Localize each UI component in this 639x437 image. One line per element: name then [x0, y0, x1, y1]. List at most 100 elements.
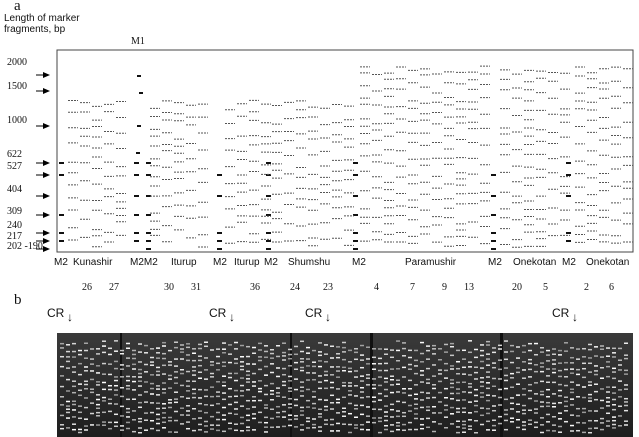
gel-band — [444, 409, 448, 411]
gel-band — [276, 387, 280, 389]
gel-band — [162, 364, 166, 367]
gel-band — [450, 354, 454, 357]
gel-band — [96, 415, 100, 417]
gel-band — [312, 372, 316, 374]
gel-band — [300, 414, 304, 416]
gel-band — [378, 408, 382, 411]
gel-band — [558, 431, 562, 433]
gel-band — [258, 380, 262, 382]
gel-band — [186, 414, 190, 416]
gel-band — [564, 368, 568, 371]
gel-band — [498, 422, 502, 425]
gel-band — [216, 418, 220, 421]
gel-band — [168, 374, 172, 377]
gel-band — [516, 357, 520, 359]
gel-band — [114, 340, 118, 342]
gel-band — [270, 417, 274, 420]
gel-band — [522, 428, 526, 431]
gel-band — [120, 364, 124, 366]
gel-band — [516, 346, 520, 348]
gel-band — [96, 424, 100, 426]
gel-band — [588, 381, 592, 383]
gel-band — [318, 426, 322, 428]
gel-band — [606, 347, 610, 349]
gel-band — [126, 379, 130, 382]
gel-band — [84, 418, 88, 420]
gel-band — [234, 348, 238, 350]
gel-band — [222, 352, 226, 354]
gel-band — [138, 385, 142, 387]
gel-band — [450, 342, 454, 345]
gel-band — [312, 365, 316, 368]
gel-band — [306, 379, 310, 381]
gel-band — [120, 386, 124, 389]
marker-band — [217, 248, 222, 250]
gel-band — [624, 409, 628, 412]
gel-band — [336, 430, 340, 432]
gel-band — [318, 381, 322, 383]
gel-band — [564, 361, 568, 364]
gel-band — [360, 359, 364, 361]
gel-band — [222, 342, 226, 344]
gel-band — [60, 355, 64, 358]
gel-band — [336, 346, 340, 348]
gel-band — [162, 412, 166, 414]
gel-band — [132, 380, 136, 383]
gel-band — [336, 401, 340, 404]
gel-band — [300, 410, 304, 412]
gel-band — [90, 370, 94, 372]
gel-band — [120, 429, 124, 431]
gel-band — [450, 423, 454, 425]
gel-band — [210, 428, 214, 430]
gel-band — [552, 406, 556, 408]
gel-band — [414, 372, 418, 375]
marker-band — [353, 195, 358, 197]
gel-band — [546, 429, 550, 432]
gel-band — [126, 416, 130, 418]
gel-band — [180, 414, 184, 416]
gel-band — [486, 412, 490, 415]
gel-band — [66, 408, 70, 410]
gel-band — [444, 416, 448, 418]
gel-band — [444, 362, 448, 365]
gel-band — [282, 342, 286, 344]
marker-band — [134, 162, 139, 164]
gel-band — [456, 367, 460, 370]
gel-band — [234, 429, 238, 432]
gel-band — [486, 371, 490, 373]
gel-band — [384, 405, 388, 407]
sample-number: 36 — [250, 282, 260, 293]
gel-band — [426, 378, 430, 381]
gel-band — [150, 361, 154, 363]
gel-band — [78, 428, 82, 431]
gel-band — [588, 384, 592, 386]
gel-band — [468, 391, 472, 394]
gel-band — [216, 429, 220, 432]
gel-band — [600, 407, 604, 409]
gel-band — [546, 375, 550, 377]
marker-band — [266, 240, 271, 242]
gel-band — [360, 428, 364, 431]
gel-band — [624, 424, 628, 426]
gel-band — [540, 351, 544, 353]
gel-band — [402, 411, 406, 414]
gel-band — [396, 415, 400, 418]
marker-band — [146, 162, 151, 164]
gel-band — [522, 369, 526, 371]
gel-band — [162, 373, 166, 375]
gel-band — [252, 372, 256, 375]
gel-band — [162, 357, 166, 360]
gel-band — [558, 412, 562, 414]
gel-band — [426, 382, 430, 384]
gel-band — [582, 396, 586, 399]
gel-band — [480, 360, 484, 363]
gel-band — [582, 376, 586, 379]
gel-band — [576, 358, 580, 360]
gel-band — [444, 377, 448, 379]
gel-band — [102, 351, 106, 354]
gel-band — [342, 423, 346, 425]
gel-band — [372, 348, 376, 350]
gel-band — [252, 406, 256, 408]
gel-band — [420, 381, 424, 383]
gel-band — [456, 431, 460, 434]
